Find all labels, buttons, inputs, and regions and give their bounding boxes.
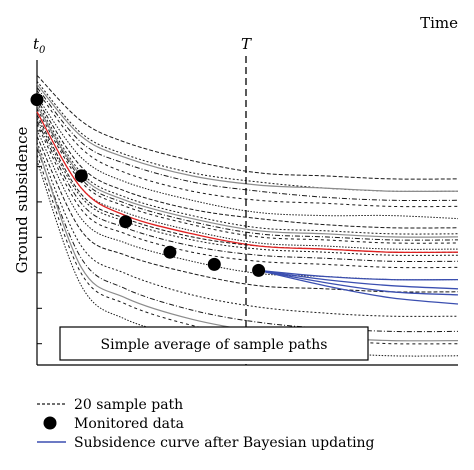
t0-label: t0 [33, 35, 46, 56]
t0-label-main: t [33, 35, 40, 53]
sample-path-line [36, 96, 459, 220]
monitored-data-point [30, 93, 44, 107]
legend-monitored-swatch [43, 416, 57, 430]
sample-path-line [36, 136, 459, 293]
bayesian-curve-line [258, 269, 459, 296]
sample-path-line [36, 99, 459, 229]
sample-path-line [36, 154, 459, 345]
monitored-data-point [207, 257, 221, 271]
sample-path-line [36, 80, 459, 192]
monitored-data-point [119, 215, 133, 229]
sample-path-line [36, 120, 459, 263]
annotation-box: Simple average of sample paths [59, 326, 369, 361]
bayesian-curve-line [258, 269, 459, 305]
sample-path-line [36, 123, 459, 269]
sample-path-line [36, 102, 459, 235]
t0-label-sub: 0 [39, 45, 46, 56]
y-axis-label: Ground subsidence [13, 127, 31, 274]
T-label: T [241, 35, 252, 53]
x-axis-label: Time [420, 14, 458, 32]
average-path-line [36, 111, 459, 254]
sample-path-line [36, 148, 459, 333]
legend-bayesian-label: Subsidence curve after Bayesian updating [74, 435, 375, 451]
monitored-data-point [163, 245, 177, 259]
bayesian-curves [258, 269, 459, 305]
legend: 20 sample path Monitored data Subsidence… [37, 397, 375, 451]
monitored-data-point [74, 169, 88, 183]
legend-sample-label: 20 sample path [74, 397, 183, 413]
sample-paths [36, 74, 459, 357]
sample-path-line [36, 142, 459, 317]
monitored-data-point [252, 263, 266, 277]
y-ticks [37, 95, 42, 345]
gray-path-line [36, 84, 459, 193]
sample-path-line [36, 90, 459, 208]
sample-path-line [36, 117, 459, 256]
sample-path-line [36, 108, 459, 244]
sample-path-line [36, 74, 459, 180]
legend-monitored-label: Monitored data [74, 416, 184, 432]
bayesian-curve-line [258, 269, 459, 281]
annotation-frame [59, 326, 369, 361]
annotation-text: Simple average of sample paths [101, 337, 328, 353]
sample-path-line [36, 105, 459, 241]
gray-paths [36, 84, 459, 342]
bayesian-curve-line [258, 269, 459, 290]
gray-path-line [36, 105, 459, 238]
sample-path-line [36, 87, 459, 202]
gray-path-line [36, 145, 459, 342]
average-path-layer [36, 111, 459, 254]
plot-frame [36, 60, 458, 366]
monitored-data-points [30, 93, 266, 277]
